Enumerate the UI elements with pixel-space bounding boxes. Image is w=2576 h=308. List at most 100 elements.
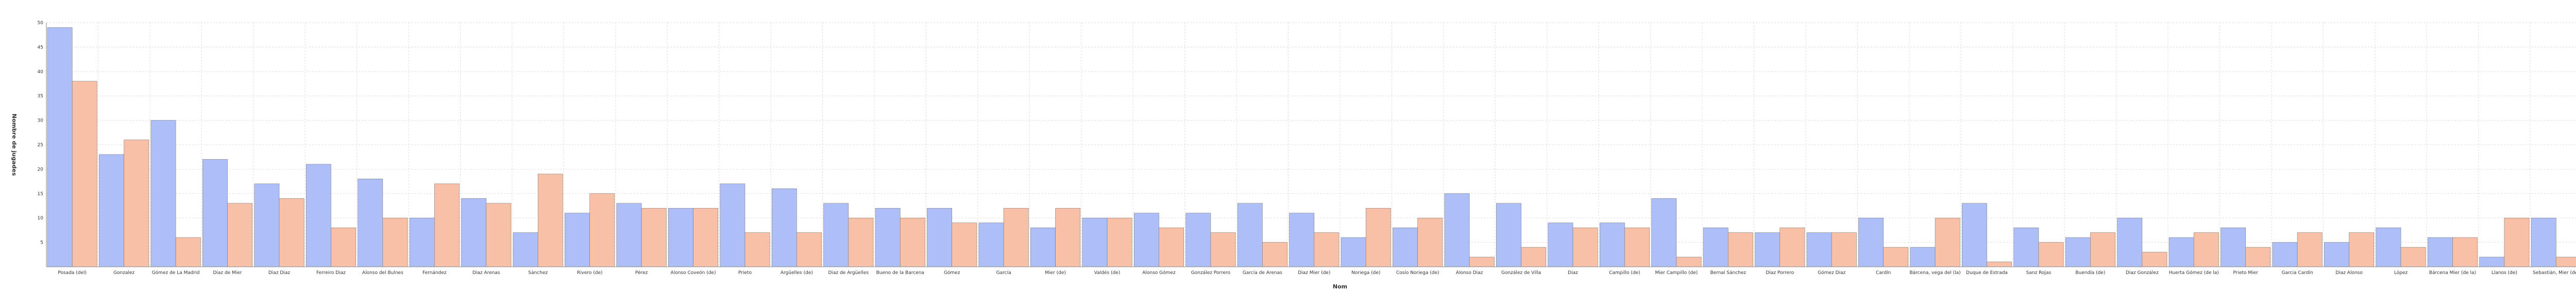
bar-series-1	[2065, 237, 2091, 267]
bar-series-1	[823, 203, 849, 267]
bar-series-2	[1159, 227, 1184, 267]
bar-series-2	[175, 237, 201, 267]
bar-series-1	[720, 183, 745, 267]
x-tick-label: Bernal Sánchez	[1710, 270, 1746, 276]
bar-series-1	[2168, 237, 2194, 267]
y-tick-label: 45	[38, 45, 43, 50]
y-axis-title: Nombre de jugades	[11, 114, 18, 176]
bar-series-1	[2117, 217, 2143, 267]
bar-series-1	[1806, 232, 1832, 267]
y-tick-label: 10	[38, 216, 44, 221]
bar-series-1	[1341, 237, 1366, 267]
bar-series-1	[1185, 213, 1211, 267]
bar-series-2	[1676, 256, 1702, 267]
bar-series-2	[1883, 247, 1909, 267]
bar-series-2	[900, 217, 925, 267]
bar-series-2	[1262, 242, 1287, 267]
x-tick-label: Prieto Mier	[2233, 270, 2258, 276]
x-tick-label: Buendía (de)	[2075, 270, 2105, 276]
x-tick-label: González Porrero	[1191, 270, 1231, 276]
x-tick-label: Cosío Noriega (de)	[1396, 270, 1439, 276]
bar-series-2	[2297, 232, 2323, 267]
x-tick-label: Alonso Coveón (de)	[671, 270, 716, 276]
bar-series-2	[2504, 217, 2530, 267]
bar-series-1	[2479, 256, 2505, 267]
bar-series-2	[1624, 227, 1650, 267]
x-tick-label: Alonso Diaz	[1456, 270, 1483, 276]
x-tick-label: Sanz Rojas	[2026, 270, 2052, 276]
bar-series-2	[124, 140, 149, 267]
bar-series-1	[1444, 193, 1470, 267]
bar-series-2	[1365, 208, 1391, 267]
y-tick-label: 20	[38, 167, 44, 172]
bar-series-2	[2142, 252, 2167, 267]
bar-series-1	[2324, 242, 2349, 267]
bar-series-1	[461, 198, 487, 267]
bar-series-1	[1082, 217, 1108, 267]
bar-series-1	[565, 213, 590, 267]
x-tick-label: Bárcena Mier (de la)	[2429, 270, 2476, 276]
bar-series-2	[952, 223, 977, 267]
x-tick-label: Diaz Diaz	[268, 270, 290, 276]
bar-series-1	[1289, 213, 1315, 267]
bar-series-2	[1780, 227, 1805, 267]
bar-series-1	[2013, 227, 2039, 267]
x-tick-label: Diaz Mier (de)	[1298, 270, 1330, 276]
bar-series-2	[1314, 232, 1340, 267]
bar-series-1	[616, 203, 642, 267]
y-tick-label: 35	[38, 94, 43, 99]
bar-series-1	[1237, 203, 1263, 267]
bar-series-1	[202, 159, 228, 267]
bar-series-2	[589, 193, 615, 267]
y-tick-label: 30	[38, 118, 44, 124]
bars	[47, 27, 2576, 267]
x-tick-label: Campillo (de)	[1609, 270, 1640, 276]
bar-series-2	[1935, 217, 1960, 267]
bar-series-1	[1858, 217, 1884, 267]
x-tick-label: Cardín	[1876, 270, 1891, 276]
x-tick-label: López	[2394, 270, 2408, 276]
bar-series-2	[2245, 247, 2271, 267]
x-tick-label: Gonzalez	[113, 270, 134, 276]
x-tick-label: Posada (del)	[58, 270, 87, 276]
bar-series-1	[513, 232, 538, 267]
x-tick-label: Mier (de)	[1045, 270, 1066, 276]
y-tick-label: 25	[38, 143, 43, 148]
x-tick-label: Gómez	[944, 270, 960, 276]
axes	[46, 23, 2576, 267]
bar-series-2	[279, 198, 304, 267]
bar-series-1	[1548, 223, 1573, 267]
x-tick-label: García	[996, 270, 1011, 276]
bar-series-1	[2376, 227, 2401, 267]
bar-series-2	[1417, 217, 1443, 267]
bar-series-2	[2038, 242, 2064, 267]
bar-series-1	[1755, 232, 1781, 267]
bar-series-2	[2349, 232, 2375, 267]
bar-series-1	[927, 208, 952, 267]
x-tick-label: Diaz	[1568, 270, 1578, 276]
x-tick-label: Sánchez	[528, 270, 548, 276]
bar-series-1	[47, 27, 73, 267]
bar-series-1	[2272, 242, 2298, 267]
bar-series-1	[1703, 227, 1728, 267]
bar-series-1	[306, 164, 331, 267]
x-tick-label: Ferreiro Diaz	[316, 270, 346, 276]
bar-series-2	[1055, 208, 1081, 267]
bar-series-1	[2531, 217, 2556, 267]
bar-series-1	[1599, 223, 1625, 267]
x-tick-label: Pérez	[635, 270, 648, 276]
bar-series-2	[1987, 262, 2012, 267]
grid-lines	[46, 22, 2576, 267]
x-axis-title: Nom	[1333, 283, 1347, 290]
bar-series-2	[1521, 247, 1547, 267]
x-tick-label: Fernández	[422, 270, 447, 276]
x-tick-label: Mier Campillo (de)	[1655, 270, 1698, 276]
bar-series-1	[358, 179, 383, 267]
bar-series-2	[72, 81, 97, 267]
bar-series-1	[2221, 227, 2246, 267]
x-tick-label: Llanos (de)	[2492, 270, 2517, 276]
bar-series-1	[1393, 227, 1418, 267]
bar-series-2	[2193, 232, 2219, 267]
